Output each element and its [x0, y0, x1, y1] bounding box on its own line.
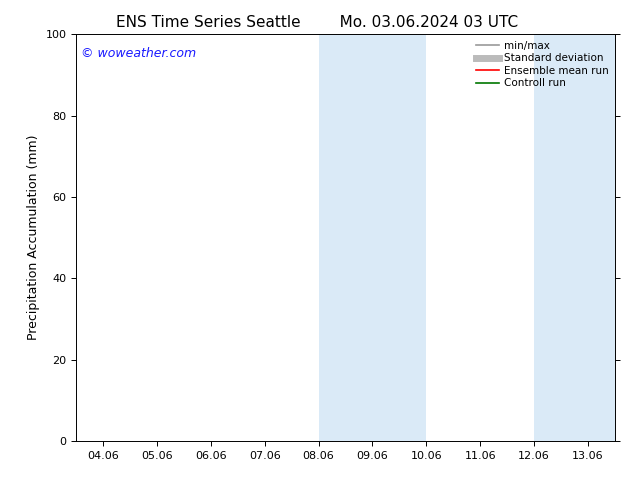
Y-axis label: Precipitation Accumulation (mm): Precipitation Accumulation (mm) [27, 135, 40, 341]
Bar [319, 34, 426, 441]
Text: © woweather.com: © woweather.com [81, 47, 197, 59]
Text: ENS Time Series Seattle        Mo. 03.06.2024 03 UTC: ENS Time Series Seattle Mo. 03.06.2024 0… [116, 15, 518, 30]
Bar [534, 34, 615, 441]
Legend: min/max, Standard deviation, Ensemble mean run, Controll run: min/max, Standard deviation, Ensemble me… [473, 37, 612, 92]
